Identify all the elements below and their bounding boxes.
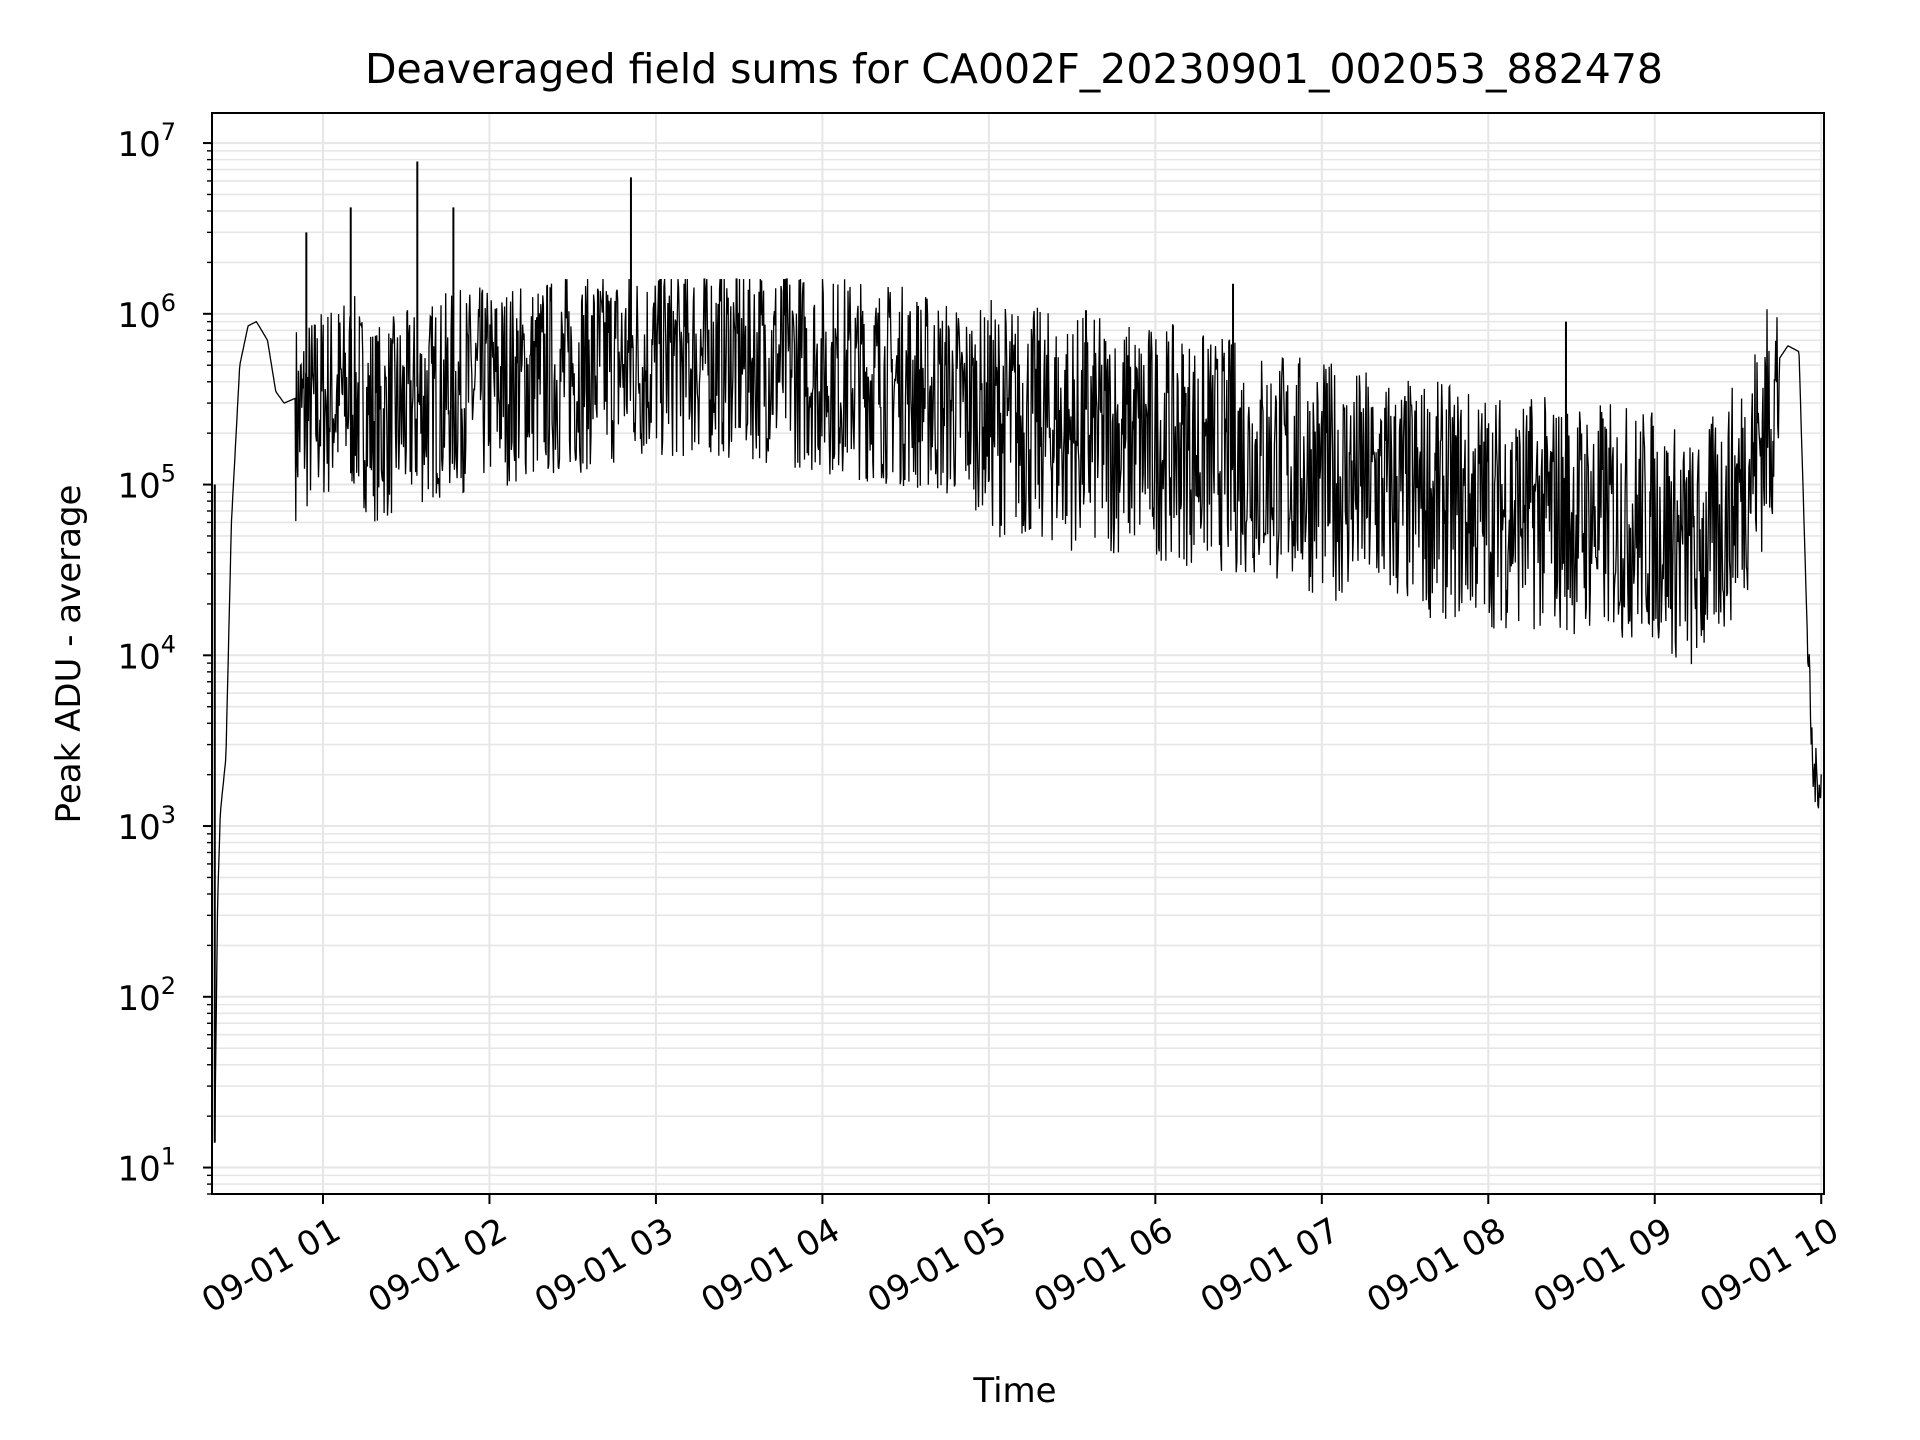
y-tick-base: 10 xyxy=(117,1150,160,1190)
y-tick-exponent: 3 xyxy=(161,801,176,829)
chart-title: Deaveraged field sums for CA002F_2023090… xyxy=(365,45,1663,93)
y-tick-base: 10 xyxy=(117,125,160,165)
y-tick-base: 10 xyxy=(117,296,160,336)
plot-area xyxy=(213,161,1822,1143)
series-line xyxy=(214,278,1822,1143)
y-tick-exponent: 2 xyxy=(161,972,176,1000)
y-tick-base: 10 xyxy=(117,808,160,848)
y-axis-label: Peak ADU - average xyxy=(49,485,89,824)
y-tick-exponent: 7 xyxy=(161,118,176,146)
y-tick-base: 10 xyxy=(117,637,160,677)
y-tick-label: 102 xyxy=(117,972,176,1019)
y-tick-label: 101 xyxy=(117,1143,176,1190)
y-tick-base: 10 xyxy=(117,467,160,507)
axes-frame xyxy=(211,112,1825,1195)
y-tick-exponent: 6 xyxy=(161,289,176,317)
y-tick-exponent: 4 xyxy=(161,630,176,658)
y-tick-label: 103 xyxy=(117,801,176,848)
y-tick-label: 107 xyxy=(117,118,176,165)
y-tick-exponent: 5 xyxy=(161,460,176,488)
y-tick-label: 104 xyxy=(117,630,176,677)
y-tick-exponent: 1 xyxy=(161,1143,176,1171)
y-tick-label: 105 xyxy=(117,460,176,507)
y-tick-label: 106 xyxy=(117,289,176,336)
y-tick-base: 10 xyxy=(117,979,160,1019)
x-axis-label: Time xyxy=(972,1371,1056,1411)
